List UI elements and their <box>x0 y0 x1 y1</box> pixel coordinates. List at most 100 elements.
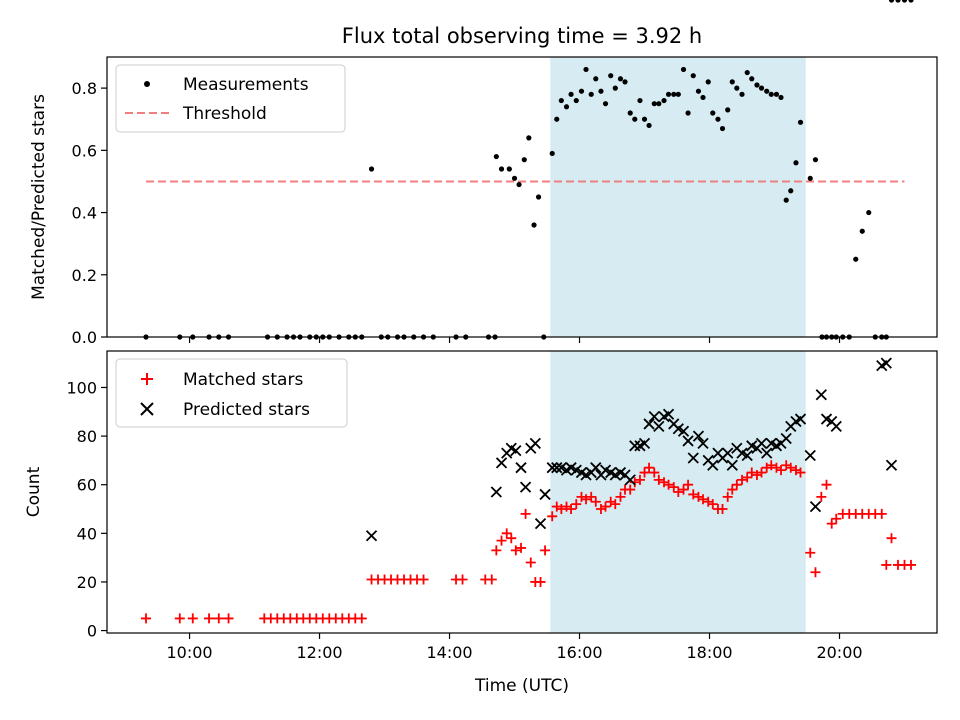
measurement-point <box>719 125 726 132</box>
measurement-point <box>675 91 681 97</box>
measurement-point <box>656 101 662 107</box>
matched-star-point <box>678 484 689 495</box>
measurement-point <box>516 181 522 188</box>
matched-star-point <box>615 491 626 502</box>
matched-star-point <box>457 574 468 585</box>
measurement-point <box>535 194 542 200</box>
measurement-point <box>531 222 537 228</box>
matched-star-point <box>571 499 582 510</box>
measurement-point <box>578 88 585 94</box>
matched-star-point <box>785 462 796 473</box>
measurement-point <box>549 150 555 157</box>
measurement-point <box>700 94 706 101</box>
matched-star-point <box>595 504 606 515</box>
matched-star-point <box>663 479 674 490</box>
measurement-point <box>749 76 755 82</box>
ratio-legend-box <box>115 64 346 133</box>
measurement-point <box>705 79 711 85</box>
count-axes-frame <box>106 350 938 634</box>
measurement-point <box>758 85 765 91</box>
y-tick-label: 40 <box>77 524 97 543</box>
measurement-point <box>665 91 672 97</box>
matched-star-point <box>540 545 551 556</box>
measurement-point <box>608 73 614 79</box>
matched-star-point <box>586 491 597 502</box>
ratio-legend: Measurements Threshold <box>115 64 346 133</box>
predicted-star-point <box>815 389 827 401</box>
measurement-point <box>685 110 691 116</box>
measurement-point <box>807 175 813 181</box>
measurement-point <box>651 101 657 107</box>
measurement-point <box>739 91 745 97</box>
matched-star-point <box>140 613 151 624</box>
y-tick-label: 0.2 <box>72 266 97 285</box>
matched-star-point <box>520 508 531 519</box>
measurement-point <box>754 82 760 88</box>
measurement-point <box>715 116 721 122</box>
matched-star-point <box>551 501 562 512</box>
legend-matched-swatch <box>141 373 153 385</box>
measurement-point <box>498 166 505 172</box>
matched-star-point <box>771 462 782 473</box>
predicted-star-point <box>697 437 709 450</box>
measurement-point <box>725 107 731 113</box>
x-axis-label: Time (UTC) <box>474 676 569 696</box>
matched-star-point <box>746 467 757 478</box>
legend-predicted-label: Predicted stars <box>183 400 310 420</box>
matched-star-point <box>561 501 572 512</box>
matched-star-point <box>886 533 897 544</box>
predicted-star-point <box>682 435 694 447</box>
chart-title: Flux total observing time = 3.92 h <box>342 24 702 48</box>
y-tick-label: 100 <box>66 378 97 397</box>
matched-star-point <box>581 494 592 505</box>
matched-star-point <box>213 613 224 624</box>
measurement-point <box>671 91 677 97</box>
predicted-star-point <box>741 449 753 462</box>
matched-star-point <box>751 469 762 480</box>
matched-star-point <box>826 518 837 529</box>
measurement-point <box>526 135 532 141</box>
predicted-star-point <box>519 481 532 493</box>
legend-predicted-swatch <box>140 402 154 416</box>
predicted-star-point <box>629 440 641 452</box>
matched-star-point <box>761 462 772 473</box>
predicted-star-point <box>529 437 541 450</box>
x-tick-label: 18:00 <box>686 643 732 662</box>
observing-window-highlight <box>550 57 806 337</box>
measurement-point <box>583 66 589 73</box>
y-tick-label: 20 <box>77 573 97 592</box>
matched-star-point <box>634 474 645 485</box>
ratio-x-axis-ticks <box>188 337 841 343</box>
predicted-star-point <box>510 445 522 457</box>
matched-star-point <box>816 491 827 502</box>
matched-star-point <box>600 501 611 512</box>
x-tick-label: 20:00 <box>816 643 862 662</box>
matched-star-point <box>590 496 601 507</box>
measurement-point <box>661 97 667 104</box>
measurement-point <box>901 0 908 3</box>
matched-star-point <box>496 535 507 546</box>
measurement-point <box>695 88 702 94</box>
matched-star-point <box>731 479 742 490</box>
measurement-point <box>568 91 574 97</box>
measurement-point <box>602 101 609 107</box>
matched-star-point <box>556 504 567 515</box>
measurement-point <box>641 116 648 122</box>
predicted-star-point <box>809 500 822 513</box>
matched-star-point <box>610 499 621 510</box>
measurement-point <box>859 228 865 234</box>
predicted-star-point <box>707 459 719 471</box>
x-tick-label: 12:00 <box>296 643 342 662</box>
matched-star-point <box>906 559 917 570</box>
measurement-point <box>768 91 774 97</box>
measurement-point <box>895 0 901 3</box>
matched-star-point <box>547 511 558 522</box>
matched-star-point <box>605 496 616 507</box>
matched-star-point <box>683 479 694 490</box>
matched-star-point <box>876 508 887 519</box>
legend-measurements-label: Measurements <box>183 75 309 95</box>
ratio-axes-frame <box>106 56 938 338</box>
predicted-star-point <box>495 457 508 469</box>
matched-star-point <box>525 557 536 568</box>
predicted-star-point <box>830 420 842 432</box>
